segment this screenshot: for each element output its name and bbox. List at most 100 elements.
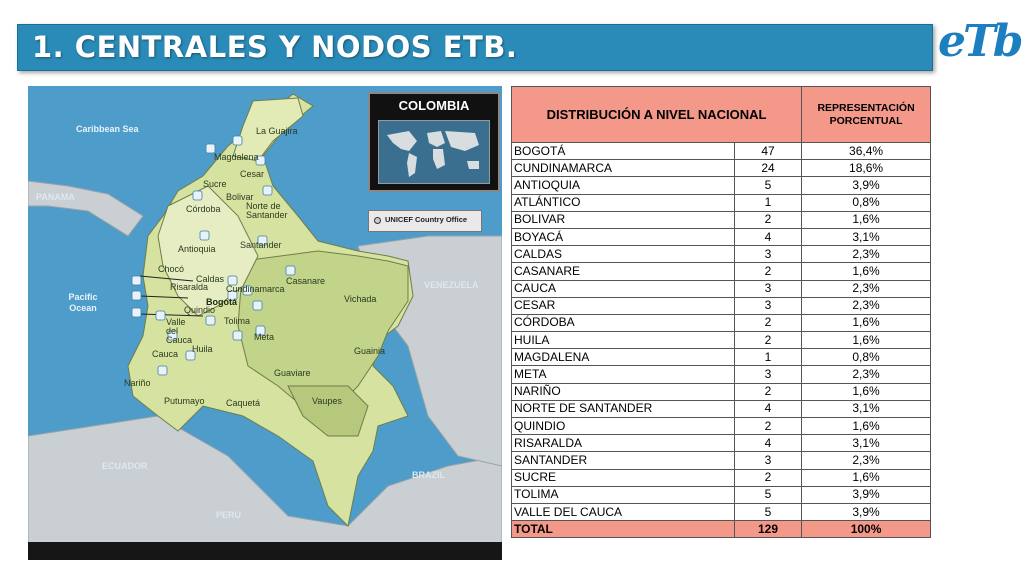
dept-label-bolivar: Bolivar bbox=[226, 192, 254, 202]
dept-label-caqueta: Caquetá bbox=[226, 398, 261, 408]
table-row: META 3 2,3% bbox=[511, 365, 931, 384]
country-label-peru: PERU bbox=[216, 510, 242, 520]
country-label-ecuador: ECUADOR bbox=[102, 461, 148, 471]
pct-cell: 3,9% bbox=[801, 176, 931, 195]
table-row: BOYACÁ 4 3,1% bbox=[511, 227, 931, 247]
count-cell: 2 bbox=[733, 313, 803, 333]
table-row: RISARALDA 4 3,1% bbox=[511, 434, 931, 453]
count-cell: 4 bbox=[733, 399, 803, 419]
pct-cell: 3,1% bbox=[801, 227, 931, 247]
count-cell: 2 bbox=[733, 331, 803, 350]
dept-label-vaupes: Vaupes bbox=[312, 396, 342, 406]
map-graphic bbox=[28, 93, 502, 560]
dept-label-valle-cauca: Valle del Cauca bbox=[166, 317, 193, 345]
pct-cell: 1,6% bbox=[801, 210, 931, 229]
node-markers bbox=[131, 135, 296, 376]
pct-cell: 18,6% bbox=[801, 159, 931, 178]
dept-cell: BOGOTÁ bbox=[511, 141, 735, 161]
dept-cell: META bbox=[511, 365, 735, 384]
pct-cell: 1,6% bbox=[801, 382, 931, 401]
dept-label-cesar: Cesar bbox=[240, 169, 265, 179]
table-row: SANTANDER 3 2,3% bbox=[511, 451, 931, 470]
count-cell: 1 bbox=[733, 348, 803, 367]
table-row: QUINDIO 2 1,6% bbox=[511, 416, 931, 436]
page-title: 1. CENTRALES Y NODOS ETB. bbox=[32, 30, 518, 64]
colombia-southeast-region bbox=[287, 385, 369, 437]
country-label-venezuela: VENEZUELA bbox=[424, 280, 479, 290]
count-cell: 4 bbox=[733, 227, 803, 247]
etb-logo: eTb bbox=[938, 18, 1023, 68]
count-cell: 47 bbox=[733, 141, 803, 161]
dept-cell: MAGDALENA bbox=[511, 348, 735, 367]
dept-label-caldas: Caldas bbox=[196, 274, 225, 284]
pct-cell: 3,9% bbox=[801, 485, 931, 504]
count-cell: 4 bbox=[733, 434, 803, 453]
country-label-brazil: BRAZIL bbox=[412, 470, 445, 480]
pct-cell: 2,3% bbox=[801, 451, 931, 470]
pct-cell: 0,8% bbox=[801, 348, 931, 367]
dept-cell: TOLIMA bbox=[511, 485, 735, 504]
dept-label-norte-santander: Norte de Santander bbox=[246, 201, 288, 220]
dept-cell: RISARALDA bbox=[511, 434, 735, 453]
dept-cell: QUINDIO bbox=[511, 416, 735, 436]
dept-cell: SANTANDER bbox=[511, 451, 735, 470]
dept-cell: CESAR bbox=[511, 296, 735, 315]
dept-label-cordoba: Córdoba bbox=[186, 204, 221, 214]
dept-label-meta: Meta bbox=[254, 332, 275, 342]
pct-cell: 1,6% bbox=[801, 468, 931, 487]
colombia-east-region bbox=[237, 250, 409, 412]
dept-cell: SUCRE bbox=[511, 468, 735, 487]
table-total-row: TOTAL 129 100% bbox=[511, 520, 931, 539]
table-row: NARIÑO 2 1,6% bbox=[511, 382, 931, 401]
dept-cell: BOLIVAR bbox=[511, 210, 735, 229]
count-cell: 24 bbox=[733, 159, 803, 178]
dept-label-choco: Chocó bbox=[158, 264, 185, 274]
pct-cell: 2,3% bbox=[801, 296, 931, 315]
dept-label-cauca: Cauca bbox=[152, 349, 179, 359]
neighbor-land-panama bbox=[28, 180, 144, 237]
sea-label-pacific: Pacific Ocean bbox=[68, 292, 98, 313]
table-row: CUNDINAMARCA 24 18,6% bbox=[511, 159, 931, 178]
pct-cell: 3,1% bbox=[801, 399, 931, 419]
count-cell: 2 bbox=[733, 262, 803, 281]
total-pct-cell: 100% bbox=[801, 520, 931, 539]
inset-title: COLOMBIA bbox=[398, 98, 470, 113]
inset-world-map: COLOMBIA bbox=[368, 92, 500, 192]
pct-cell: 1,6% bbox=[801, 331, 931, 350]
dept-label-putumayo: Putumayo bbox=[164, 396, 205, 406]
pct-cell: 0,8% bbox=[801, 193, 931, 212]
dept-label-cundinamarca: Cundinamarca bbox=[226, 284, 285, 294]
table-row: ATLÁNTICO 1 0,8% bbox=[511, 193, 931, 212]
count-cell: 5 bbox=[733, 485, 803, 504]
table-header-percentage: REPRESENTACIÓN PORCENTUAL bbox=[801, 86, 931, 143]
legend-text: UNICEF Country Office bbox=[385, 215, 468, 224]
count-cell: 2 bbox=[733, 210, 803, 229]
table-row: NORTE DE SANTANDER 4 3,1% bbox=[511, 399, 931, 419]
table-row: CESAR 3 2,3% bbox=[511, 296, 931, 315]
pct-cell: 36,4% bbox=[801, 141, 931, 161]
table-row: BOLIVAR 2 1,6% bbox=[511, 210, 931, 229]
dept-label-huila: Huila bbox=[192, 344, 213, 354]
dept-cell: ANTIOQUIA bbox=[511, 176, 735, 195]
count-cell: 3 bbox=[733, 296, 803, 315]
logo-text: eTb bbox=[938, 16, 1023, 67]
count-cell: 3 bbox=[733, 279, 803, 298]
dept-cell: ATLÁNTICO bbox=[511, 193, 735, 212]
pct-cell: 2,3% bbox=[801, 365, 931, 384]
count-cell: 5 bbox=[733, 176, 803, 195]
dept-cell: BOYACÁ bbox=[511, 227, 735, 247]
table-row: VALLE DEL CAUCA 5 3,9% bbox=[511, 502, 931, 522]
dept-label-antioquia: Antioquia bbox=[178, 244, 216, 254]
dept-label-risaralda: Risaralda bbox=[170, 282, 209, 292]
dept-label-casanare: Casanare bbox=[286, 276, 326, 286]
world-map-thumbnail bbox=[378, 120, 490, 184]
dept-cell: NARIÑO bbox=[511, 382, 735, 401]
dept-cell: CAUCA bbox=[511, 279, 735, 298]
pct-cell: 2,3% bbox=[801, 279, 931, 298]
dept-label-la-guajira: La Guajira bbox=[256, 126, 298, 136]
capital-label-bogota: Bogotá bbox=[206, 297, 237, 307]
total-label-cell: TOTAL bbox=[511, 520, 735, 539]
count-cell: 2 bbox=[733, 416, 803, 436]
pct-cell: 2,3% bbox=[801, 245, 931, 264]
count-cell: 3 bbox=[733, 245, 803, 264]
